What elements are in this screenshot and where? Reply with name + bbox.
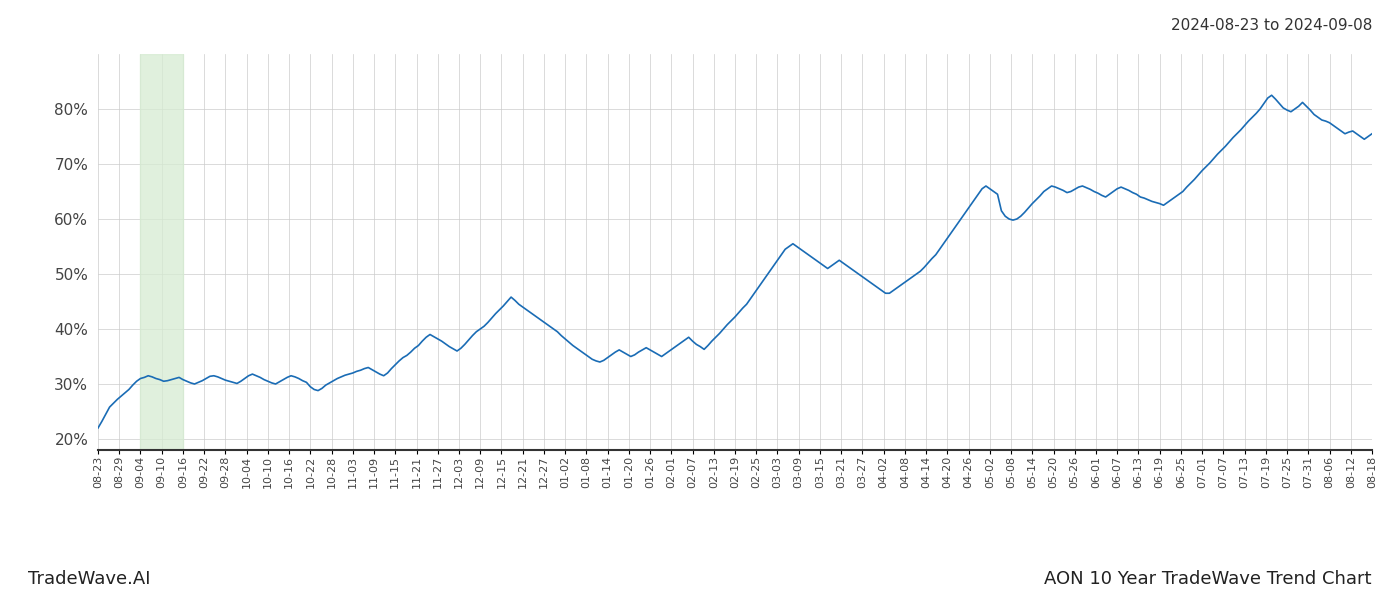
Bar xyxy=(140,54,183,450)
Text: TradeWave.AI: TradeWave.AI xyxy=(28,570,151,588)
Text: AON 10 Year TradeWave Trend Chart: AON 10 Year TradeWave Trend Chart xyxy=(1044,570,1372,588)
Text: 2024-08-23 to 2024-09-08: 2024-08-23 to 2024-09-08 xyxy=(1170,18,1372,33)
